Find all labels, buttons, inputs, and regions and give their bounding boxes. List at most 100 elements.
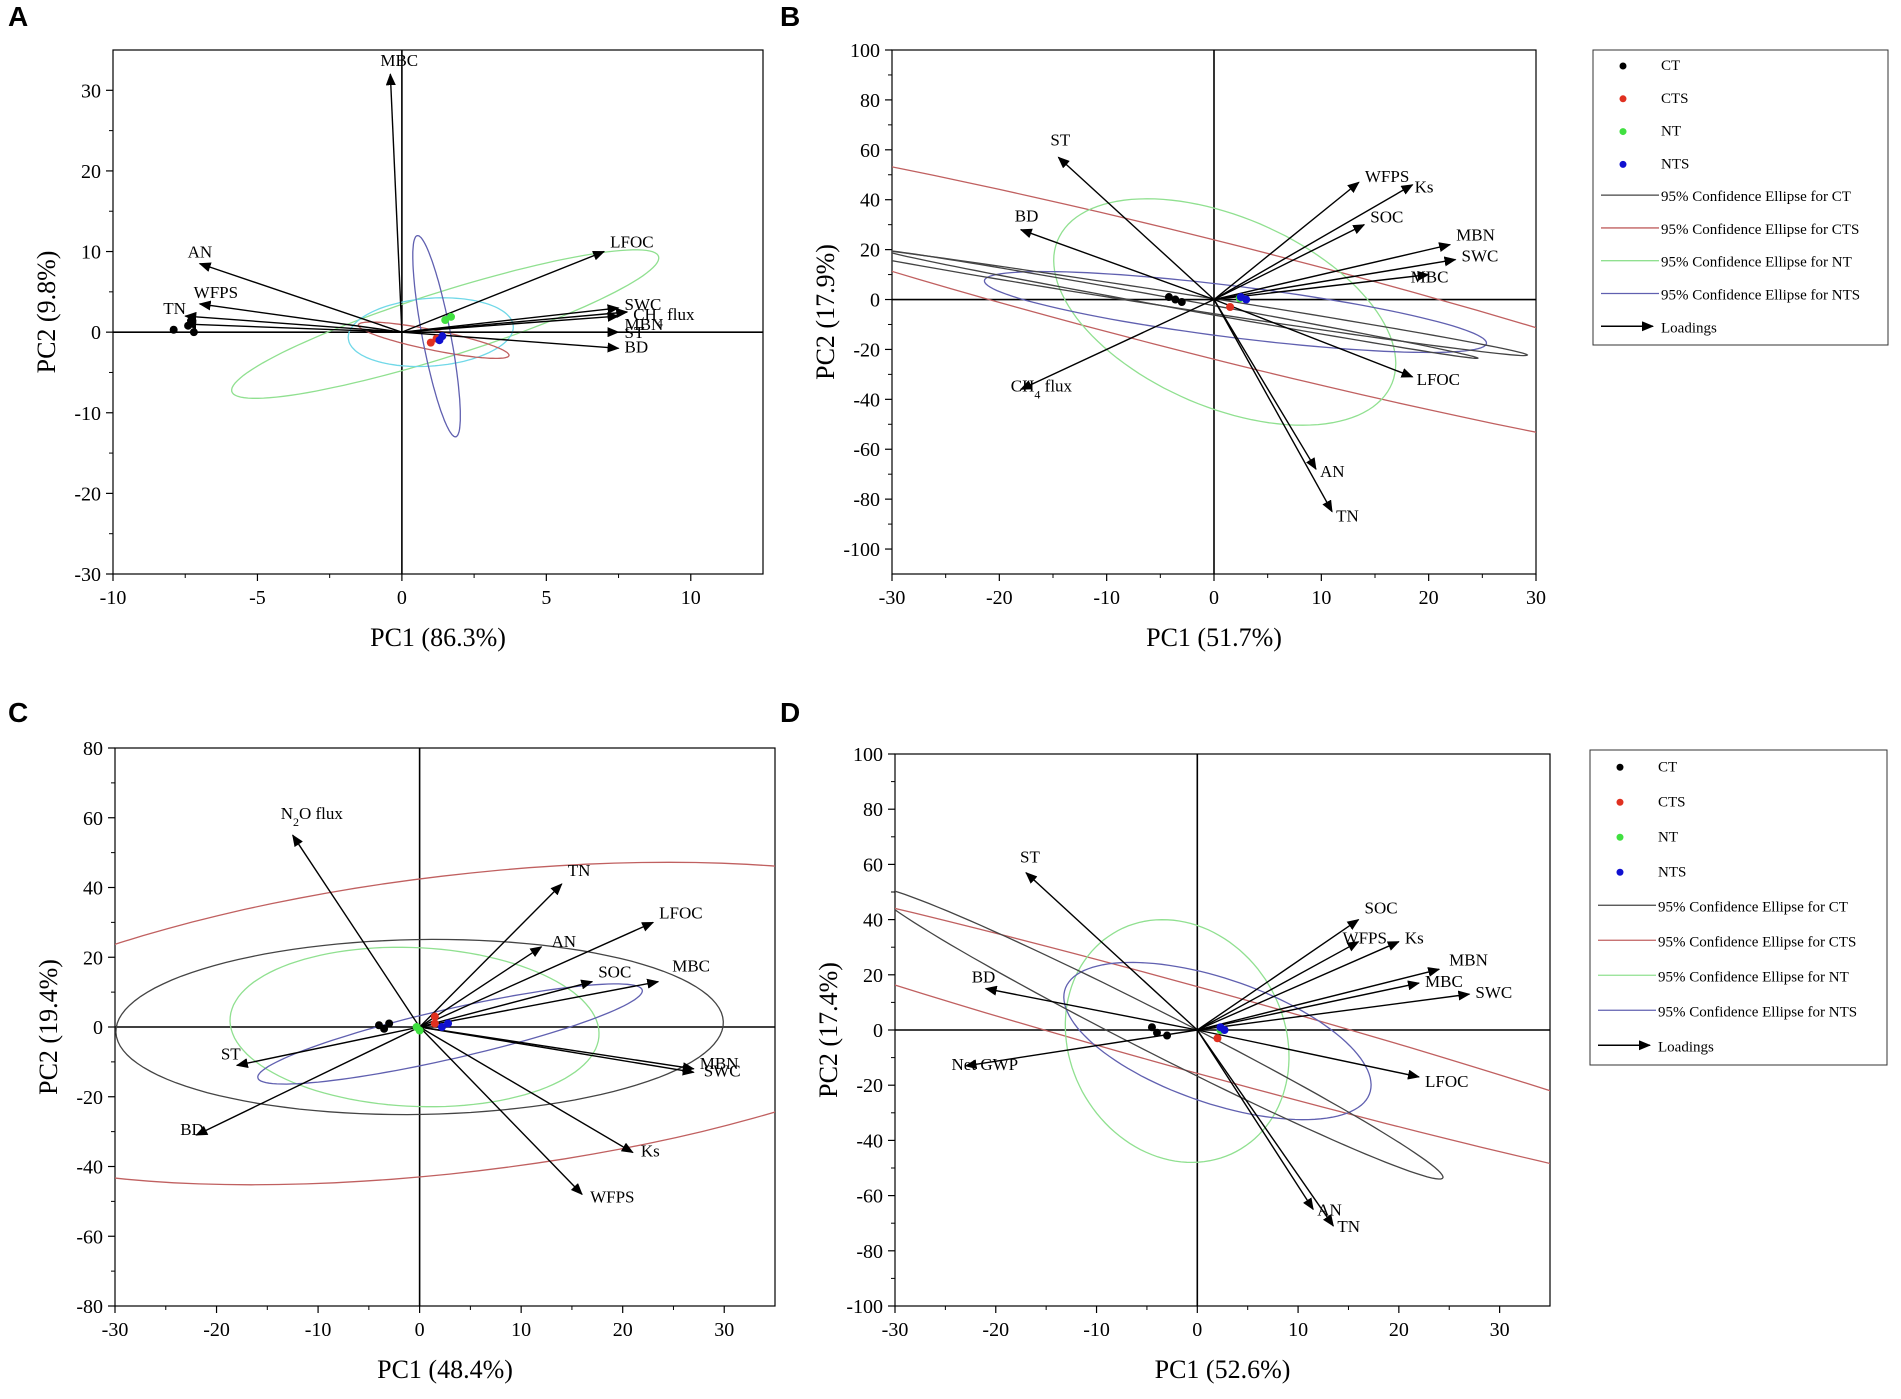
loading-label: AN [188, 243, 213, 262]
x-tick-label: 30 [1526, 587, 1546, 609]
loading-arrow [1196, 1029, 1334, 1227]
legend-label: Loadings [1658, 1039, 1714, 1055]
legend-label: CTS [1658, 794, 1686, 810]
score-point-cts [430, 1019, 439, 1028]
loading-label: BD [972, 968, 996, 987]
confidence-ellipse-nt-a2 [347, 297, 514, 368]
plot-area [115, 861, 775, 1186]
loading-arrow [401, 304, 620, 333]
loading-label: WFPS [1343, 929, 1387, 948]
y-tick-label: 100 [853, 744, 883, 766]
panel-letter: C [8, 697, 28, 728]
loading-arrow [292, 834, 421, 1028]
score-point-ct [189, 328, 198, 337]
x-axis-label: PC1 (86.3%) [370, 623, 506, 652]
loading-label: TN [163, 299, 186, 318]
x-tick-label: -20 [203, 1319, 230, 1341]
confidence-ellipse-nts [412, 234, 461, 438]
score-point-ct [1177, 298, 1186, 307]
x-tick-label: 5 [541, 587, 551, 609]
loading-label: MBC [672, 957, 710, 976]
y-tick-label: 40 [860, 190, 880, 212]
loading-label: MBN [700, 1054, 739, 1073]
loading-label: CH4 flux [1011, 376, 1073, 401]
legend-label: 95% Confidence Ellipse for NT [1661, 255, 1852, 271]
score-point-ct [1153, 1028, 1161, 1037]
x-tick-label: -5 [249, 587, 266, 609]
loading-label: BD [1015, 207, 1039, 226]
loading-label: LFOC [1417, 370, 1460, 389]
x-tick-label: 10 [1288, 1319, 1308, 1341]
loading-arrow [1213, 256, 1457, 301]
loading-label: Ks [1415, 178, 1434, 197]
loading-arrow [1197, 941, 1400, 1031]
x-tick-label: 20 [1389, 1319, 1409, 1341]
loading-arrow [1213, 224, 1366, 301]
loading-arrow [401, 311, 620, 333]
score-point-cts [430, 1012, 439, 1021]
loading-arrow [1197, 1029, 1420, 1080]
y-tick-label: 40 [83, 878, 103, 900]
legend-label: 95% Confidence Ellipse for NTS [1658, 1004, 1857, 1020]
loading-arrow [419, 921, 655, 1028]
confidence-ellipse-cts [895, 907, 1550, 1165]
panel-a: A -10 -5 0 5 10 -30 -20 -10 0 10 20 30 PC1 (86.3%) PC2… [8, 1, 764, 652]
y-axis-label: PC2 (9.8%) [32, 251, 61, 374]
y-tick-label: -30 [74, 564, 101, 586]
loading-arrow [1025, 872, 1198, 1031]
legend-label: NT [1658, 829, 1678, 845]
loading-arrow [184, 319, 402, 333]
confidence-ellipse-ct [115, 938, 724, 1116]
confidence-ellipse-nts [983, 270, 1488, 354]
y-tick-label: -80 [853, 489, 880, 511]
y-tick-label: 20 [81, 161, 101, 183]
y-tick-label: 80 [860, 90, 880, 112]
score-point-nts [1242, 295, 1251, 304]
y-tick-label: 40 [863, 910, 883, 932]
loading-arrow [1213, 299, 1317, 471]
loading-arrow [1196, 941, 1360, 1031]
loading-arrow [1197, 967, 1441, 1031]
loading-label: WFPS [1365, 167, 1409, 186]
score-point-ct [380, 1024, 389, 1033]
score-point-ct [187, 316, 195, 325]
loading-label: SWC [1462, 247, 1499, 266]
loading-arrow [401, 331, 620, 353]
x-tick-label: -10 [1083, 1319, 1110, 1341]
x-tick-label: 0 [397, 587, 407, 609]
legend-label: 95% Confidence Ellipse for NTS [1661, 287, 1860, 303]
confidence-ellipse-nt [1064, 919, 1290, 1164]
loading-label: LFOC [659, 903, 702, 922]
panel-letter: A [8, 1, 28, 32]
loading-label: BD [180, 1120, 204, 1139]
y-tick-label: -40 [856, 1130, 883, 1152]
legend-label: Loadings [1661, 320, 1717, 336]
loading-label: LFOC [1425, 1072, 1468, 1091]
legend-label: NT [1661, 124, 1681, 140]
x-tick-label: -10 [305, 1319, 332, 1341]
loading-arrow [419, 883, 563, 1028]
score-point-ct [1163, 1031, 1172, 1040]
x-tick-label: -30 [102, 1319, 129, 1341]
loading-arrow [419, 979, 594, 1028]
y-tick-label: -100 [846, 1296, 883, 1318]
legend-marker-ct [1616, 763, 1624, 771]
loading-label: MBC [1425, 972, 1463, 991]
panel-c: C -30 -20 -10 0 10 20 30 -80 -60 -40 -20 0 20 40 60 80 PC… [8, 697, 776, 1384]
y-tick-label: -40 [76, 1157, 103, 1179]
score-point-cts [1213, 1034, 1222, 1043]
loading-label: WFPS [590, 1187, 634, 1206]
y-tick-label: 60 [863, 854, 883, 876]
y-axis-label: PC2 (17.9%) [811, 244, 840, 380]
loading-label: MBC [380, 51, 418, 70]
loading-label: SWC [625, 295, 662, 314]
y-tick-label: 80 [83, 738, 103, 760]
confidence-ellipse-ct [892, 250, 1529, 357]
loading-arrow [1019, 228, 1215, 301]
loading-label: Ks [1405, 929, 1424, 948]
loading-label: ST [1050, 130, 1070, 149]
y-tick-label: 20 [860, 240, 880, 262]
x-tick-label: -20 [982, 1319, 1009, 1341]
y-tick-label: 20 [863, 965, 883, 987]
